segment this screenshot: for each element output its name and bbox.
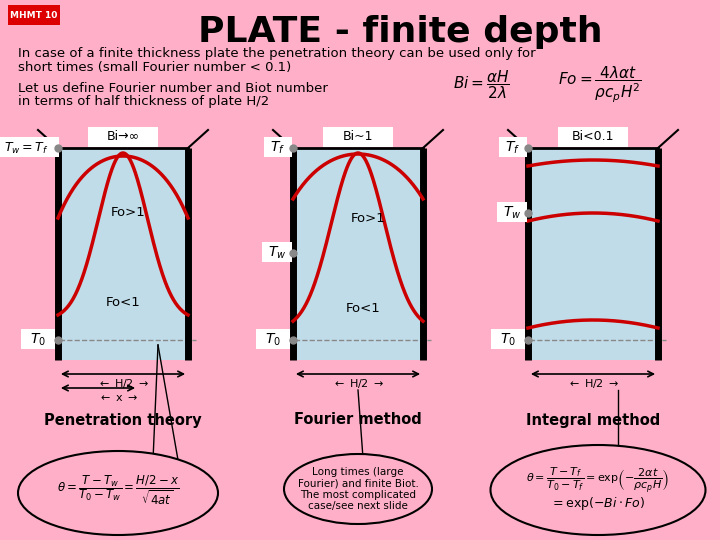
Text: $\leftarrow$ H/2 $\rightarrow$: $\leftarrow$ H/2 $\rightarrow$ [567,377,619,390]
Text: Fo>1: Fo>1 [111,206,145,219]
Text: $T_0$: $T_0$ [265,332,281,348]
Text: Fourier method: Fourier method [294,413,422,428]
Text: Integral method: Integral method [526,413,660,428]
Text: $Fo = \dfrac{4\lambda\alpha t}{\rho c_p H^2}$: $Fo = \dfrac{4\lambda\alpha t}{\rho c_p … [558,65,642,105]
Ellipse shape [18,451,218,535]
Text: Bi→∞: Bi→∞ [107,131,140,144]
Text: $Bi = \dfrac{\alpha H}{2\lambda}$: $Bi = \dfrac{\alpha H}{2\lambda}$ [453,69,510,102]
FancyBboxPatch shape [558,127,628,147]
Text: $T_f$: $T_f$ [505,140,521,156]
FancyBboxPatch shape [21,329,55,349]
Ellipse shape [284,454,432,524]
Text: Bi~1: Bi~1 [343,131,373,144]
Ellipse shape [490,445,706,535]
Text: Bi<0.1: Bi<0.1 [572,131,614,144]
Text: $\leftarrow$ H/2 $\rightarrow$: $\leftarrow$ H/2 $\rightarrow$ [96,377,149,390]
Text: Long times (large
Fourier) and finite Biot.
The most complicated
case/see next s: Long times (large Fourier) and finite Bi… [297,467,418,511]
Text: $\leftarrow$ x $\rightarrow$: $\leftarrow$ x $\rightarrow$ [98,393,138,403]
Text: $T_w{=}T_f$: $T_w{=}T_f$ [4,140,48,156]
Text: $T_0$: $T_0$ [500,332,516,348]
Text: PLATE - finite depth: PLATE - finite depth [198,15,603,49]
Text: $\theta = \dfrac{T - T_w}{T_0 - T_w} = \dfrac{H/2 - x}{\sqrt{4at}}$: $\theta = \dfrac{T - T_w}{T_0 - T_w} = \… [57,473,179,507]
FancyBboxPatch shape [256,329,290,349]
Text: $T_w$: $T_w$ [503,205,521,221]
Text: $\theta = \dfrac{T - T_f}{T_0 - T_f} = \exp\!\left(-\dfrac{2\alpha t}{\rho c_p H: $\theta = \dfrac{T - T_f}{T_0 - T_f} = \… [526,465,670,495]
FancyBboxPatch shape [491,329,525,349]
FancyBboxPatch shape [8,5,60,25]
FancyBboxPatch shape [0,137,59,157]
FancyBboxPatch shape [497,202,527,222]
FancyBboxPatch shape [88,127,158,147]
FancyBboxPatch shape [264,137,292,157]
FancyBboxPatch shape [262,242,292,262]
Text: $T_f$: $T_f$ [271,140,286,156]
Text: Let us define Fourier number and Biot number: Let us define Fourier number and Biot nu… [18,82,328,94]
FancyBboxPatch shape [499,137,527,157]
Bar [293,148,423,360]
Text: In case of a finite thickness plate the penetration theory can be used only for: In case of a finite thickness plate the … [18,48,536,60]
Text: Fo<1: Fo<1 [106,296,140,309]
Text: Fo<1: Fo<1 [346,301,380,314]
Bar [58,148,188,360]
Text: short times (small Fourier number < 0.1): short times (small Fourier number < 0.1) [18,62,292,75]
Text: Penetration theory: Penetration theory [44,413,202,428]
FancyBboxPatch shape [323,127,393,147]
Bar [528,148,658,360]
Text: $T_0$: $T_0$ [30,332,46,348]
Text: $T_w$: $T_w$ [268,245,287,261]
Text: $\leftarrow$ H/2 $\rightarrow$: $\leftarrow$ H/2 $\rightarrow$ [332,377,384,390]
Text: Fo>1: Fo>1 [351,212,385,225]
Text: in terms of half thickness of plate H/2: in terms of half thickness of plate H/2 [18,96,269,109]
Text: $= \exp(-Bi \cdot Fo)$: $= \exp(-Bi \cdot Fo)$ [550,496,646,512]
Text: MHMT 10: MHMT 10 [10,10,58,19]
